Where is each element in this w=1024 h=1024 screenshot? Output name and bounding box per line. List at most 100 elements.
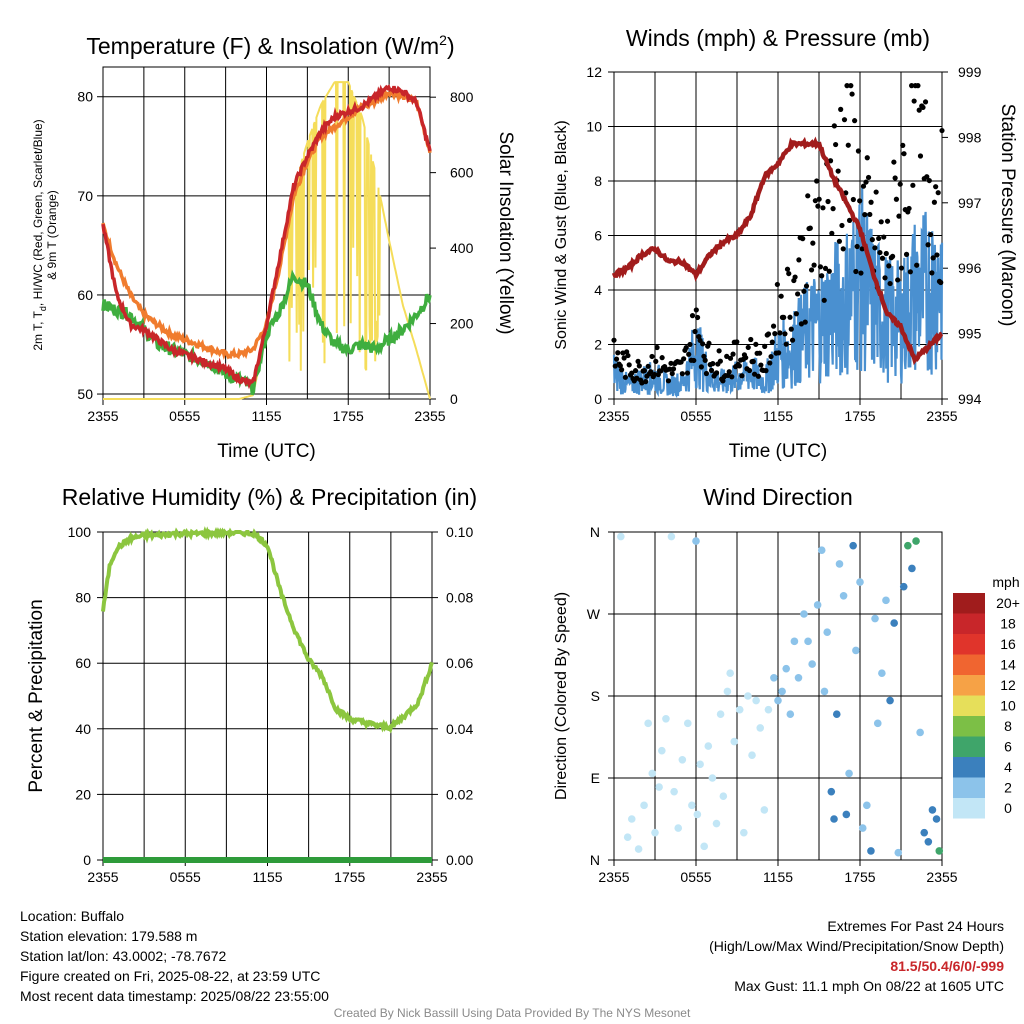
direction-point — [644, 719, 652, 728]
temp-ytick-label: 70 — [77, 188, 93, 204]
speed-legend-label: 18 — [1000, 616, 1016, 632]
gust-point — [890, 253, 896, 259]
direction-point — [820, 687, 829, 696]
rh-xtick-label: 2355 — [87, 869, 118, 885]
gust-point — [835, 168, 841, 174]
direction-point — [858, 824, 867, 832]
gust-point — [762, 343, 768, 349]
temp-chart-title: Temperature (F) & Insolation (W/m2) — [86, 32, 454, 59]
gust-point — [930, 255, 936, 261]
direction-point — [786, 710, 795, 719]
insolation-ytick-label: 600 — [450, 165, 474, 181]
gust-point — [654, 344, 660, 351]
gust-point — [670, 366, 677, 372]
gust-point — [636, 363, 642, 369]
direction-point — [852, 646, 860, 655]
gust-point — [649, 353, 655, 360]
precip-ytick-label: 0.04 — [446, 721, 473, 737]
wind-xtick-label: 2355 — [926, 408, 957, 424]
gust-point — [782, 331, 788, 337]
direction-point — [716, 710, 725, 719]
direction-point — [655, 783, 663, 791]
gust-point — [833, 141, 839, 148]
rh-xtick-label: 2355 — [416, 869, 447, 885]
direction-point — [667, 532, 676, 541]
pressure-ytick-label: 998 — [958, 129, 982, 145]
rh-yaxis-label: Percent & Precipitation — [26, 599, 47, 792]
gust-point — [653, 358, 659, 364]
gust-point — [925, 242, 931, 248]
gust-point — [702, 357, 708, 363]
direction-point — [832, 710, 841, 719]
direction-point — [827, 787, 836, 796]
gust-point — [751, 371, 758, 377]
direction-point — [912, 537, 920, 545]
gust-point — [788, 326, 794, 332]
gust-point — [708, 367, 715, 373]
gust-point — [770, 323, 777, 329]
direction-point — [890, 619, 898, 627]
direction-point — [700, 842, 708, 851]
gust-point — [898, 265, 905, 271]
direction-point — [674, 824, 683, 832]
figure-created: Figure created on Fri, 2025-08-22, at 23… — [20, 968, 321, 984]
speed-legend-label: 6 — [1004, 739, 1012, 755]
pressure-line — [611, 136, 944, 366]
direction-yaxis-label: Direction (Colored By Speed) — [553, 592, 570, 800]
wind-ytick-label: 8 — [594, 173, 602, 189]
gust-point — [795, 291, 801, 297]
gust-point — [891, 159, 897, 165]
direction-xtick-label: 1155 — [763, 869, 793, 885]
gust-point — [669, 370, 675, 377]
speed-legend-label: 14 — [1000, 657, 1016, 673]
rh-xtick-label: 0555 — [170, 869, 201, 885]
direction-point — [658, 746, 666, 755]
gust-point — [726, 369, 732, 375]
gust-point — [729, 374, 735, 380]
gust-point — [808, 267, 815, 273]
gust-point — [713, 370, 720, 376]
gust-point — [645, 363, 651, 369]
insolation-ytick-label: 200 — [450, 316, 474, 332]
direction-point — [920, 828, 929, 837]
gust-point — [625, 352, 631, 359]
gust-point — [700, 341, 706, 347]
direction-point — [723, 687, 732, 696]
speed-legend-label: 12 — [1000, 677, 1016, 693]
direction-point — [871, 614, 879, 623]
gust-point — [716, 348, 722, 354]
gust-point — [878, 219, 884, 225]
gust-point — [892, 175, 898, 181]
gust-point — [873, 189, 879, 195]
gust-point — [755, 373, 761, 379]
direction-point — [617, 532, 625, 541]
direction-point — [688, 801, 696, 810]
gust-point — [758, 362, 764, 368]
gust-point — [765, 331, 772, 337]
gust-point — [748, 336, 754, 343]
gust-point — [701, 353, 707, 359]
gust-point — [648, 369, 654, 375]
gust-point — [933, 184, 939, 190]
gust-point — [684, 370, 691, 376]
gust-point — [613, 356, 620, 362]
direction-point — [693, 810, 702, 819]
speed-legend-swatch — [953, 634, 985, 655]
direction-point — [696, 760, 704, 769]
gust-point — [882, 275, 888, 281]
wind-ytick-label: 6 — [594, 228, 602, 244]
temp-xtick-label: 2355 — [414, 408, 445, 424]
gust-point — [822, 265, 829, 272]
gust-point — [706, 340, 712, 346]
direction-point — [640, 801, 648, 810]
gust-point — [886, 263, 892, 269]
temp-ylabel-part: 2m T, T — [31, 310, 45, 350]
direction-point — [752, 696, 760, 705]
direction-point — [712, 819, 721, 828]
gust-point — [727, 355, 734, 361]
gust-point — [767, 360, 773, 366]
gust-point — [897, 181, 903, 187]
speed-legend-label: 16 — [1000, 636, 1016, 652]
temp-ylabel-subscript: d — [38, 306, 48, 311]
